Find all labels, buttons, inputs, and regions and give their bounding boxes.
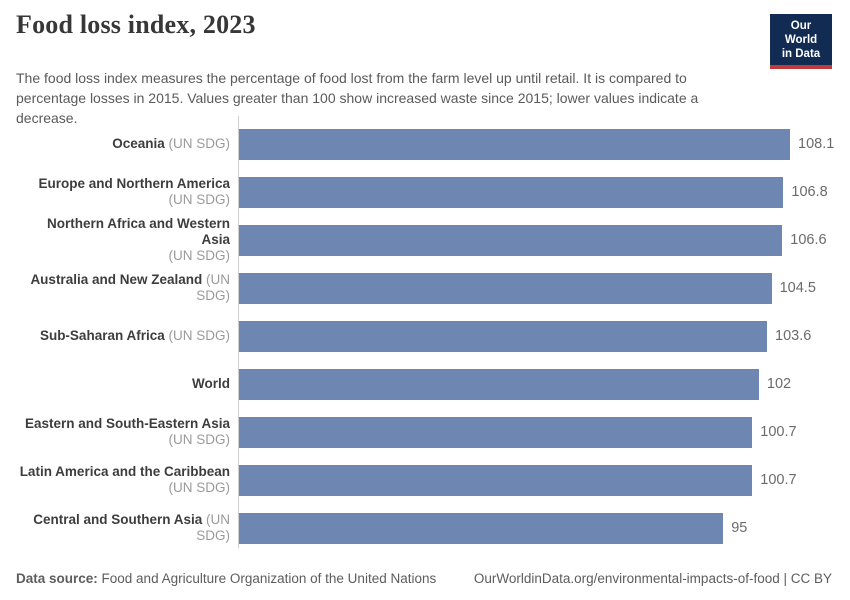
bar[interactable] [239, 416, 753, 448]
category-name: Europe and Northern America [38, 176, 230, 191]
category-label: Central and Southern Asia (UN SDG) [16, 512, 239, 544]
category-label: Eastern and South-Eastern Asia (UN SDG) [16, 416, 239, 448]
value-label: 108.1 [798, 136, 835, 152]
category-name: Sub-Saharan Africa [39, 328, 165, 343]
category-qualifier: (UN SDG) [168, 136, 231, 151]
category-qualifier: (UN SDG) [168, 432, 231, 447]
bar-track: 100.7 [239, 408, 846, 456]
bar[interactable] [239, 272, 772, 304]
category-name: World [192, 376, 230, 391]
owid-logo-line2: in Data [781, 48, 821, 60]
y-axis-line [238, 116, 239, 548]
bar[interactable] [239, 128, 790, 160]
bar[interactable] [239, 224, 783, 256]
bar-track: 103.6 [239, 312, 846, 360]
bar[interactable] [239, 512, 724, 544]
data-source-label: Data source: [16, 571, 98, 586]
category-qualifier: (UN SDG) [168, 480, 231, 495]
category-name: Oceania [112, 136, 165, 151]
chart-row: Eastern and South-Eastern Asia (UN SDG) … [16, 408, 846, 456]
category-label: Latin America and the Caribbean (UN SDG) [16, 464, 239, 496]
chart-row: Northern Africa and Western Asia (UN SDG… [16, 216, 846, 264]
footer: Data source: Food and Agriculture Organi… [16, 571, 832, 586]
bar-track: 100.7 [239, 456, 846, 504]
category-name: Australia and New Zealand [30, 272, 203, 287]
bar[interactable] [239, 368, 759, 400]
data-source: Data source: Food and Agriculture Organi… [16, 571, 436, 586]
chart-row: Sub-Saharan Africa (UN SDG) 103.6 [16, 312, 846, 360]
category-qualifier: (UN SDG) [196, 512, 230, 543]
category-name: Central and Southern Asia [33, 512, 203, 527]
owid-logo-line1: Our World [784, 20, 818, 46]
chart-row: Central and Southern Asia (UN SDG) 95 [16, 504, 846, 552]
category-label: Northern Africa and Western Asia (UN SDG… [16, 216, 239, 264]
chart-row: Europe and Northern America (UN SDG) 106… [16, 168, 846, 216]
bar-track: 95 [239, 504, 846, 552]
category-name: Northern Africa and Western Asia [46, 216, 230, 247]
chart-rows: Oceania (UN SDG) 108.1 Europe and Northe… [16, 120, 846, 552]
category-qualifier: (UN SDG) [168, 248, 231, 263]
bar-track: 106.6 [239, 216, 846, 264]
category-name: Eastern and South-Eastern Asia [24, 416, 230, 431]
category-label: Europe and Northern America (UN SDG) [16, 176, 239, 208]
bar-track: 104.5 [239, 264, 846, 312]
bar[interactable] [239, 464, 753, 496]
value-label: 102 [766, 376, 792, 392]
bar-chart: Oceania (UN SDG) 108.1 Europe and Northe… [16, 116, 846, 552]
bar-track: 108.1 [239, 120, 846, 168]
category-qualifier: (UN SDG) [168, 192, 231, 207]
category-name: Latin America and the Caribbean [19, 464, 230, 479]
value-label: 106.8 [791, 184, 828, 200]
chart-row: World 102 [16, 360, 846, 408]
value-label: 104.5 [779, 280, 816, 296]
value-label: 106.6 [790, 232, 827, 248]
owid-link[interactable]: OurWorldinData.org/environmental-impacts… [473, 571, 832, 586]
page-title: Food loss index, 2023 [16, 10, 256, 39]
chart-row: Latin America and the Caribbean (UN SDG)… [16, 456, 846, 504]
value-label: 103.6 [775, 328, 812, 344]
category-qualifier: (UN SDG) [168, 328, 231, 343]
chart-row: Oceania (UN SDG) 108.1 [16, 120, 846, 168]
value-label: 95 [731, 520, 748, 536]
value-label: 100.7 [760, 424, 797, 440]
bar[interactable] [239, 176, 784, 208]
value-label: 100.7 [760, 472, 797, 488]
category-label: Australia and New Zealand (UN SDG) [16, 272, 239, 304]
bar-track: 102 [239, 360, 846, 408]
chart-row: Australia and New Zealand (UN SDG) 104.5 [16, 264, 846, 312]
category-qualifier: (UN SDG) [196, 272, 230, 303]
bar-track: 106.8 [239, 168, 846, 216]
bar[interactable] [239, 320, 767, 352]
category-label: Sub-Saharan Africa (UN SDG) [16, 328, 239, 344]
chart-subtitle: The food loss index measures the percent… [16, 70, 699, 126]
category-label: World [16, 376, 239, 392]
data-source-text: Food and Agriculture Organization of the… [97, 571, 437, 586]
category-label: Oceania (UN SDG) [16, 136, 239, 152]
owid-logo[interactable]: Our World in Data [770, 14, 832, 69]
